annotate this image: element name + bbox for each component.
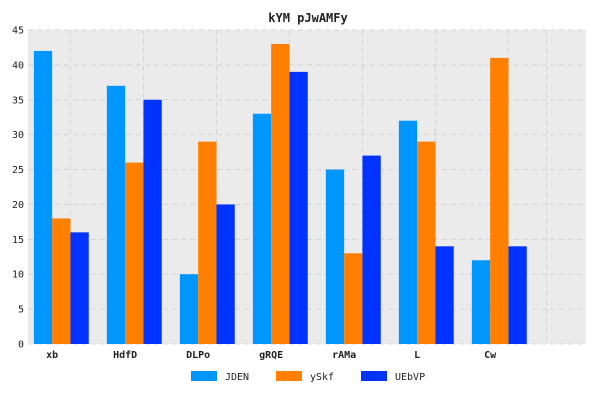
legend-swatch-JDEN <box>191 371 217 381</box>
bar-JDEN-Cw <box>471 260 491 344</box>
bar-JDEN-HdfD <box>106 85 126 345</box>
x-axis: xb HdfD DLPo gRQE rAMa L Cw <box>46 350 497 361</box>
x-tick-label: xb <box>46 350 58 361</box>
x-tick-label: L <box>414 350 420 361</box>
x-tick-label: DLPo <box>186 350 210 361</box>
bar-UEbVP-Cw <box>508 246 527 344</box>
y-tick-label: 45 <box>12 26 24 37</box>
chart-title: kYM pJwAMFy <box>268 11 347 25</box>
y-tick-label: 20 <box>12 200 24 211</box>
y-tick-label: 30 <box>12 130 24 141</box>
bar-ySkf-rAMa <box>344 253 363 344</box>
bar-UEbVP-gRQE <box>289 71 308 344</box>
legend-label-JDEN: JDEN <box>225 372 249 383</box>
y-tick-label: 5 <box>18 305 24 316</box>
bar-UEbVP-DLPo <box>216 204 235 344</box>
legend-label-UEbVP: UEbVP <box>395 372 425 383</box>
legend-swatch-ySkf <box>276 371 302 381</box>
bar-JDEN-xb <box>33 50 53 344</box>
x-tick-label: gRQE <box>259 350 283 361</box>
bar-JDEN-gRQE <box>252 113 272 344</box>
y-tick-label: 0 <box>18 340 24 351</box>
legend: JDEN ySkf UEbVP <box>191 371 425 383</box>
y-tick-label: 25 <box>12 165 24 176</box>
x-tick-label: HdfD <box>113 350 137 361</box>
bar-ySkf-xb <box>52 218 71 344</box>
bar-UEbVP-L <box>435 246 454 344</box>
x-tick-label: rAMa <box>332 350 356 361</box>
bar-JDEN-rAMa <box>325 169 345 344</box>
bar-UEbVP-HdfD <box>143 99 162 345</box>
legend-label-ySkf: ySkf <box>310 372 334 383</box>
y-tick-label: 15 <box>12 235 24 246</box>
bar-ySkf-L <box>417 141 436 344</box>
y-tick-label: 40 <box>12 60 24 71</box>
y-tick-label: 10 <box>12 270 24 281</box>
bar-JDEN-L <box>398 120 418 344</box>
bar-ySkf-DLPo <box>198 141 217 344</box>
bar-ySkf-gRQE <box>271 43 290 344</box>
y-tick-label: 35 <box>12 95 24 106</box>
bar-UEbVP-rAMa <box>362 155 381 344</box>
bar-JDEN-DLPo <box>179 274 199 344</box>
bar-UEbVP-xb <box>70 232 89 344</box>
legend-swatch-UEbVP <box>361 371 387 381</box>
bars <box>33 43 527 345</box>
bar-ySkf-HdfD <box>125 162 144 344</box>
bar-ySkf-Cw <box>490 57 509 345</box>
y-axis: 0 5 10 15 20 25 30 35 40 45 <box>12 26 24 351</box>
x-tick-label: Cw <box>484 350 497 361</box>
